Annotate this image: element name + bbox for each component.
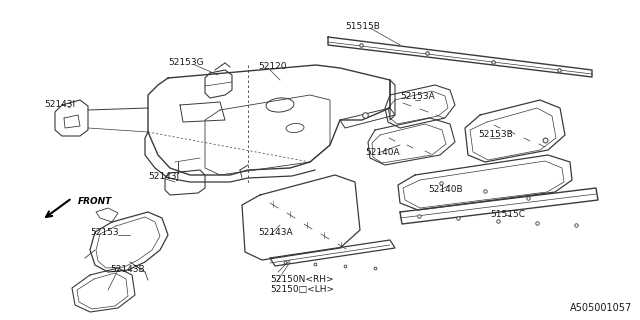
Text: 52153A: 52153A: [400, 92, 435, 101]
Text: 52150□<LH>: 52150□<LH>: [270, 285, 334, 294]
Text: 51515C: 51515C: [490, 210, 525, 219]
Text: 52143I: 52143I: [44, 100, 75, 109]
Text: 52143J: 52143J: [148, 172, 179, 181]
Text: 52140B: 52140B: [428, 185, 463, 194]
Text: 52143A: 52143A: [258, 228, 292, 237]
Text: 52150N<RH>: 52150N<RH>: [270, 275, 333, 284]
Text: 52143B: 52143B: [110, 265, 145, 274]
Text: FRONT: FRONT: [78, 197, 112, 206]
Text: 52153G: 52153G: [168, 58, 204, 67]
Text: A505001057: A505001057: [570, 303, 632, 313]
Text: 52140A: 52140A: [365, 148, 399, 157]
Text: 52153B: 52153B: [478, 130, 513, 139]
Text: 52120: 52120: [258, 62, 287, 71]
Text: 51515B: 51515B: [345, 22, 380, 31]
Text: 52153: 52153: [90, 228, 118, 237]
